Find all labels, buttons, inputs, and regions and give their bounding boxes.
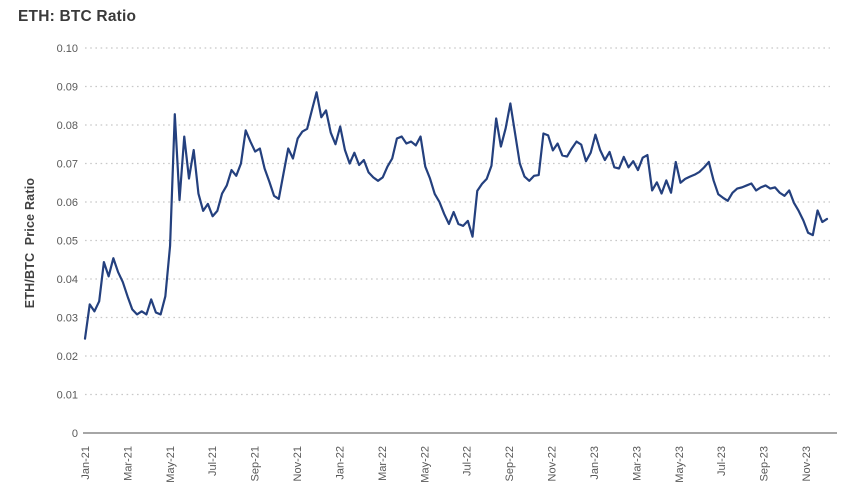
x-tick-label: Mar-22 (377, 446, 389, 481)
y-tick-label: 0.01 (57, 390, 78, 402)
y-tick-label: 0.08 (57, 120, 78, 132)
y-tick-label: 0.10 (57, 43, 78, 55)
x-tick-label: May-22 (419, 446, 431, 483)
chart-title: ETH: BTC Ratio (18, 8, 137, 25)
y-tick-label: 0.09 (57, 82, 78, 94)
x-tick-label: Jan-22 (334, 446, 346, 480)
x-tick-label: Nov-23 (801, 446, 813, 481)
y-tick-label: 0.07 (57, 159, 78, 171)
y-tick-label: 0.03 (57, 313, 78, 325)
x-tick-label: Jul-23 (716, 446, 728, 476)
x-tick-label: Jul-22 (462, 446, 474, 476)
x-tick-label: Jan-23 (589, 446, 601, 480)
y-tick-label: 0.02 (57, 351, 78, 363)
x-tick-label: Sep-21 (250, 446, 262, 481)
x-tick-label: Nov-21 (292, 446, 304, 481)
x-tick-label: Jan-21 (80, 446, 92, 480)
x-tick-label: Mar-23 (631, 446, 643, 481)
x-tick-label: Sep-23 (759, 446, 771, 481)
x-tick-label: May-21 (165, 446, 177, 483)
y-tick-label: 0.04 (57, 274, 78, 286)
x-tick-label: Jul-21 (207, 446, 219, 476)
eth-btc-ratio-line (83, 91, 829, 340)
x-tick-label: May-23 (674, 446, 686, 483)
y-tick-label: 0 (72, 428, 78, 440)
y-tick-label: 0.06 (57, 197, 78, 209)
x-tick-label: Nov-22 (547, 446, 559, 481)
x-tick-label: Sep-22 (504, 446, 516, 481)
y-tick-label: 0.05 (57, 236, 78, 248)
x-tick-label: Mar-21 (122, 446, 134, 481)
